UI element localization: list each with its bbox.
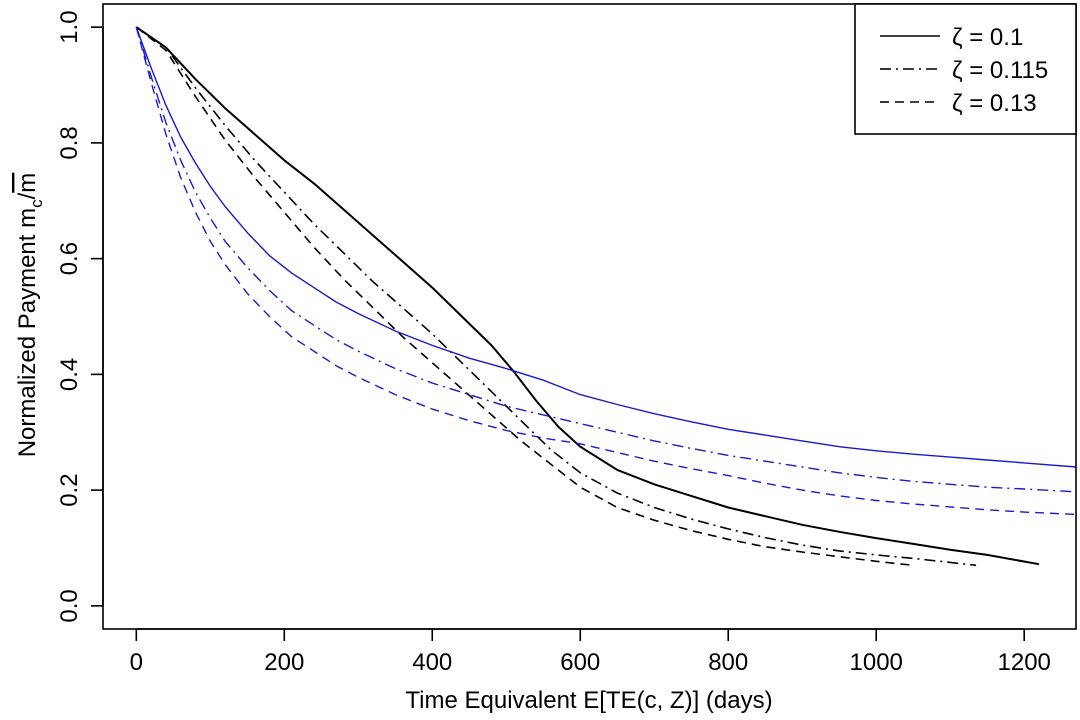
y-axis-label-bar: m [14,173,41,193]
series-line-1 [135,26,1040,566]
series-line-2 [135,26,977,567]
x-tick-label: 600 [560,649,600,676]
x-axis-label: Time Equivalent E[TE(c, Z)] (days) [405,687,772,714]
x-tick-label: 1200 [998,649,1051,676]
y-axis: 0.0 0.2 0.4 0.6 0.8 1.0 [56,10,104,623]
legend-label-2: ζ = 0.115 [952,57,1048,84]
y-axis-label-slash: / [14,192,41,199]
y-tick-label: 0.2 [56,473,83,506]
legend-label-3: ζ = 0.13 [952,90,1037,117]
series-layer [135,26,1077,567]
y-axis-label-sub: c [27,199,46,208]
series-line-4 [135,26,1077,468]
x-tick-label: 1000 [850,649,903,676]
legend-box [854,3,1077,135]
y-tick-label: 0.8 [56,126,83,159]
y-tick-label: 0.6 [56,242,83,275]
x-axis: 0 200 400 600 800 1000 1200 [130,628,1051,676]
x-tick-label: 200 [264,649,304,676]
y-axis-label-main: Normalized Payment m [14,208,41,457]
series-line-3 [135,26,914,567]
series-line-5 [135,26,1077,493]
y-tick-label: 0.4 [56,358,83,391]
x-tick-label: 0 [130,649,143,676]
x-tick-label: 400 [412,649,452,676]
y-tick-label: 1.0 [56,10,83,43]
x-tick-label: 800 [708,649,748,676]
legend: ζ = 0.1 ζ = 0.115 ζ = 0.13 [854,3,1077,135]
series-line-6 [135,26,1077,516]
legend-label-1: ζ = 0.1 [952,24,1023,51]
y-tick-label: 0.0 [56,589,83,622]
y-axis-label: Normalized Payment mc/m [14,173,46,458]
